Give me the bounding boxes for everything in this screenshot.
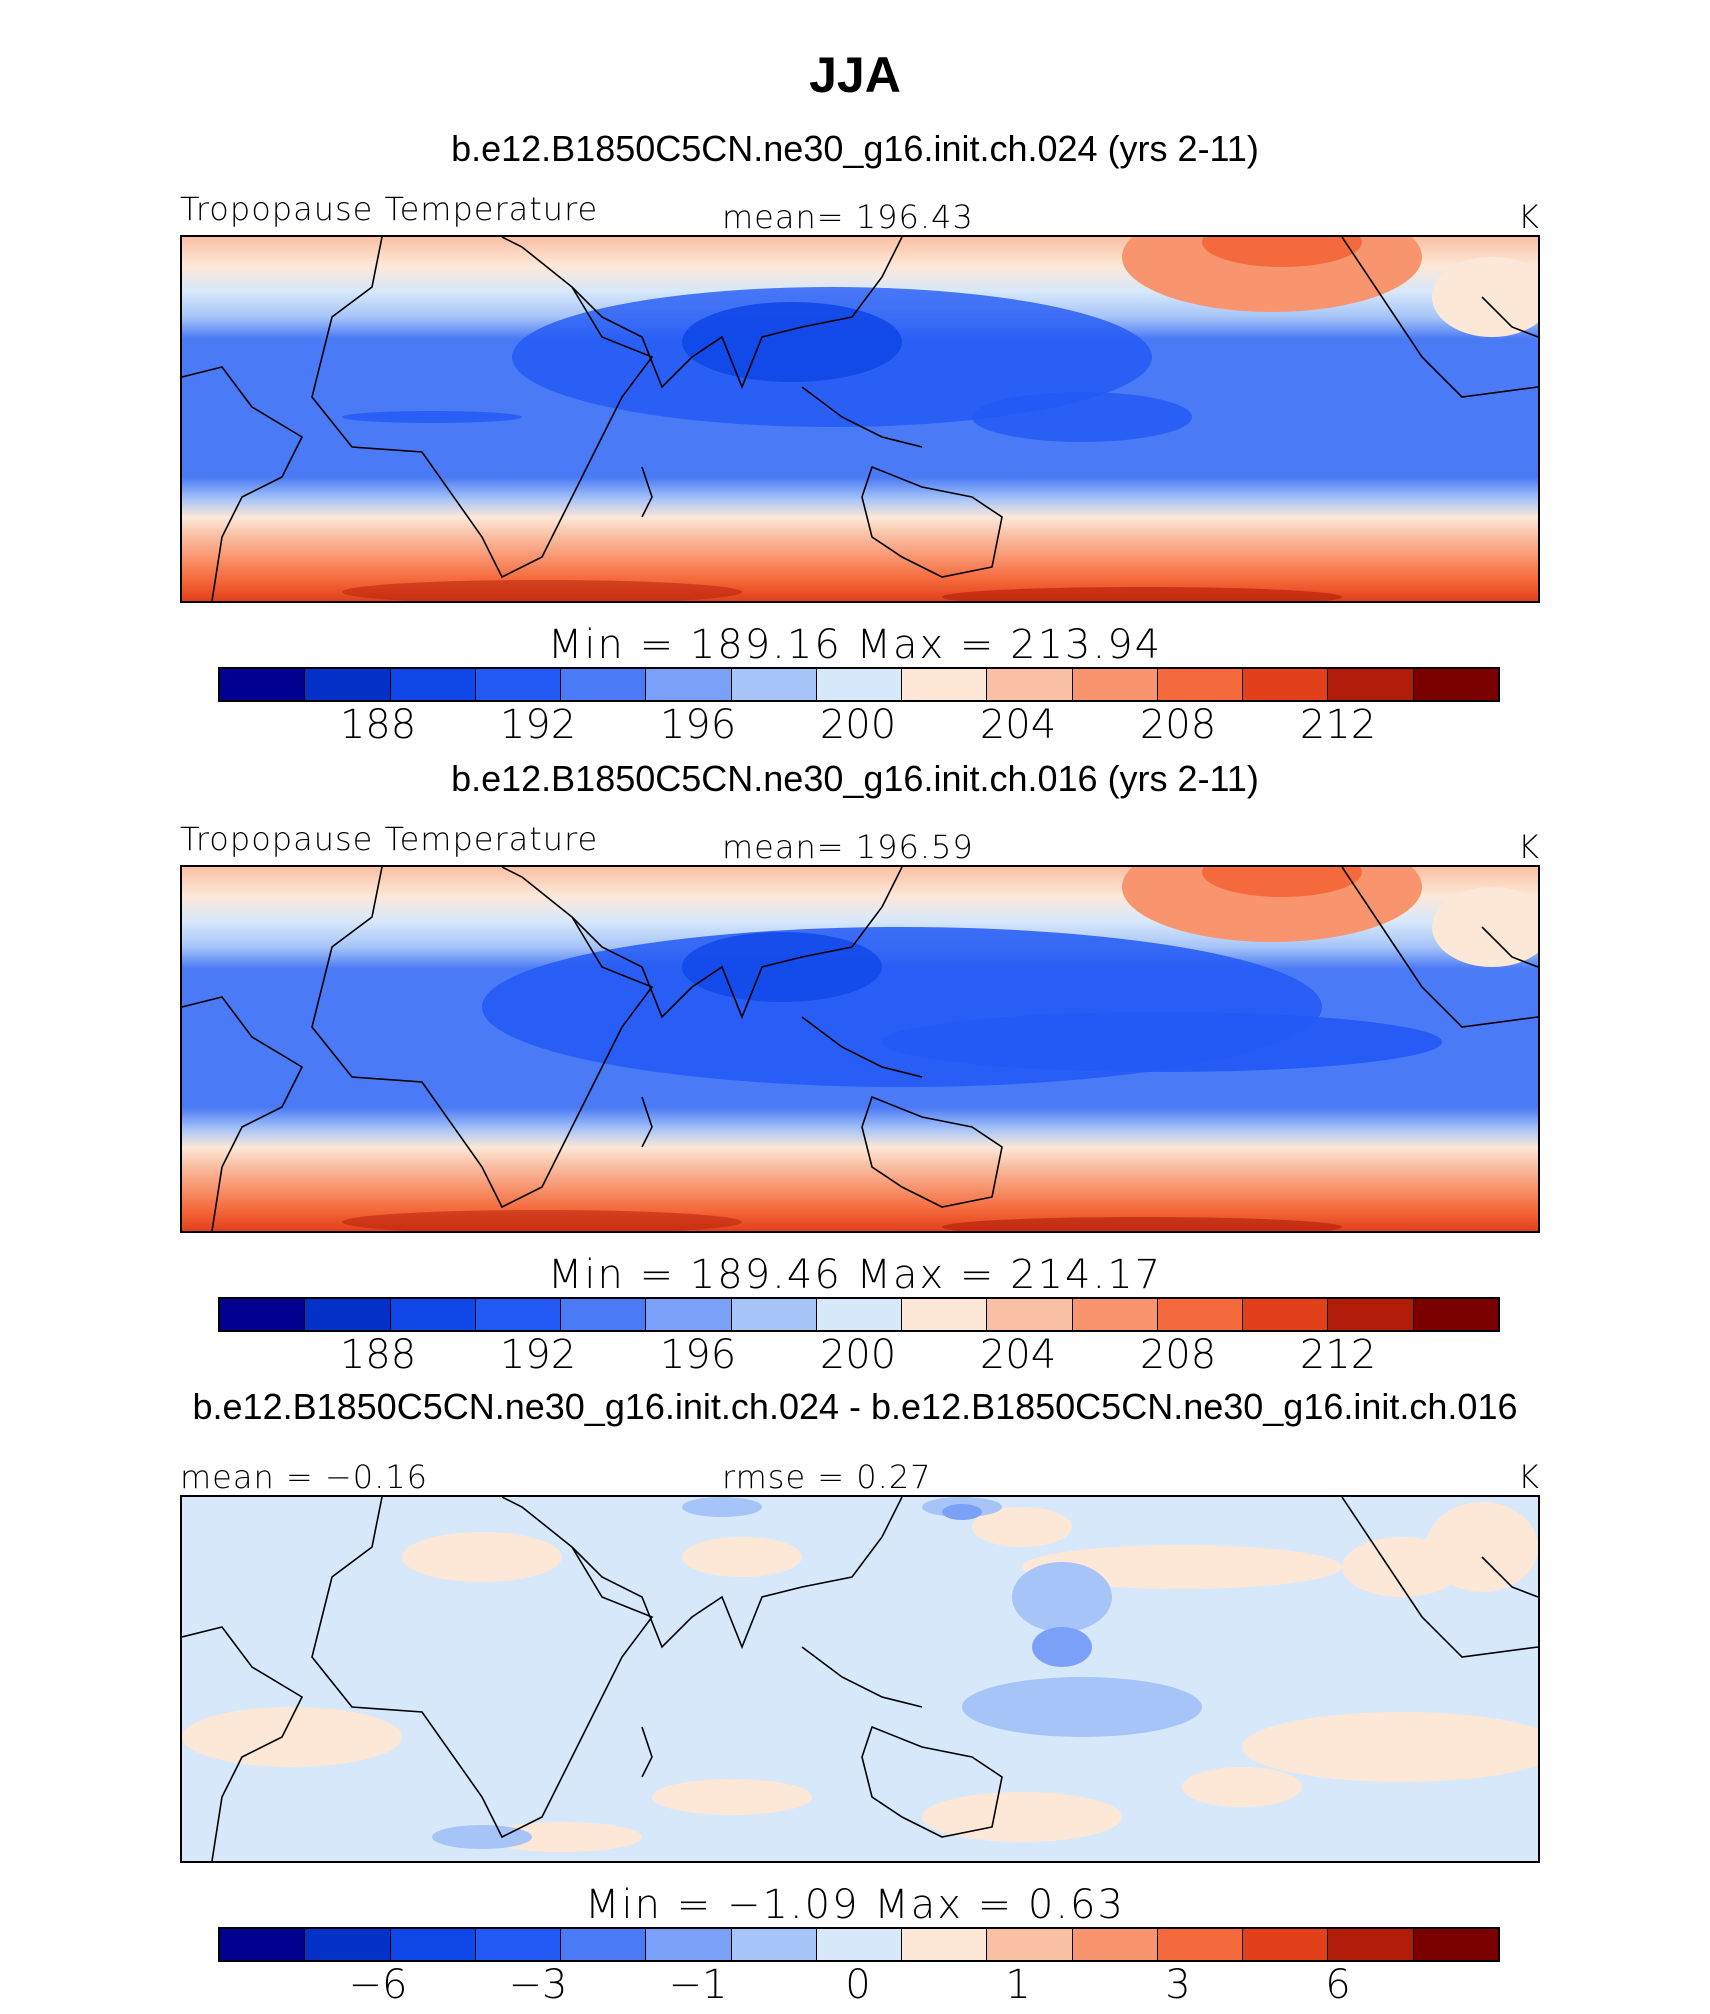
- case1-colorbar-box: [817, 669, 902, 700]
- case1-colorbar-box: [646, 669, 731, 700]
- diff-colorbar-tick: −3: [509, 1962, 568, 2008]
- case1-colorbar-tick: 204: [980, 702, 1056, 748]
- diff-colorbar-box: [1328, 1929, 1413, 1960]
- case1-colorbar-box: [732, 669, 817, 700]
- case1-colorbar-box: [220, 669, 305, 700]
- diff-colorbar-box: [561, 1929, 646, 1960]
- diff-colorbar-tick: 6: [1325, 1962, 1350, 2008]
- diff-colorbar-tick: 3: [1165, 1962, 1190, 2008]
- case2-colorbar-box: [1328, 1299, 1413, 1330]
- diff-colorbar-tick: 1: [1005, 1962, 1030, 2008]
- case2-colorbar-box: [561, 1299, 646, 1330]
- case2-colorbar-tick: 188: [340, 1332, 416, 1378]
- diff-colorbar-box: [1414, 1929, 1498, 1960]
- case2-mean-label: mean= 196.59: [722, 828, 974, 866]
- diff-colorbar-box: [987, 1929, 1072, 1960]
- case2-units-label: K: [1518, 828, 1540, 866]
- case2-colorbar-box: [476, 1299, 561, 1330]
- diff-colorbar-box: [1158, 1929, 1243, 1960]
- case1-colorbar-box: [391, 669, 476, 700]
- case1-colorbar-box: [987, 669, 1072, 700]
- case1-colorbar-tick: 208: [1140, 702, 1216, 748]
- case1-colorbar-box: [1073, 669, 1158, 700]
- case1-colorbar-box: [1243, 669, 1328, 700]
- case2-colorbar-box: [646, 1299, 731, 1330]
- case2-colorbar-tick: 212: [1300, 1332, 1376, 1378]
- case1-variable-label: Tropopause Temperature: [180, 190, 598, 228]
- case2-colorbar-box: [220, 1299, 305, 1330]
- case2-colorbar-box: [902, 1299, 987, 1330]
- case2-colorbar-box: [732, 1299, 817, 1330]
- case1-title: b.e12.B1850C5CN.ne30_g16.init.ch.024 (yr…: [0, 128, 1710, 170]
- diff-colorbar-box: [1073, 1929, 1158, 1960]
- diff-colorbar-box: [646, 1929, 731, 1960]
- diff-map: [180, 1495, 1540, 1863]
- case1-colorbar-box: [476, 669, 561, 700]
- diff-colorbar-box: [902, 1929, 987, 1960]
- case2-colorbar-box: [1158, 1299, 1243, 1330]
- case2-colorbar-tick: 192: [500, 1332, 576, 1378]
- case1-colorbar-box: [1328, 669, 1413, 700]
- case2-colorbar-box: [1073, 1299, 1158, 1330]
- diff-colorbar-tick: 0: [845, 1962, 870, 2008]
- diff-colorbar-box: [305, 1929, 390, 1960]
- case2-minmax-label: Min = 189.46 Max = 214.17: [0, 1252, 1710, 1298]
- case2-colorbar-box: [391, 1299, 476, 1330]
- diff-colorbar-tick: −6: [349, 1962, 408, 2008]
- case2-colorbar-tick: 200: [820, 1332, 896, 1378]
- case2-colorbar-tick: 204: [980, 1332, 1056, 1378]
- case2-colorbar-tick: 208: [1140, 1332, 1216, 1378]
- case2-map: [180, 865, 1540, 1233]
- diff-colorbar-box: [817, 1929, 902, 1960]
- case1-colorbar-box: [561, 669, 646, 700]
- diff-colorbar-tick: −1: [669, 1962, 728, 2008]
- case2-colorbar-box: [987, 1299, 1072, 1330]
- diff-colorbar-box: [732, 1929, 817, 1960]
- case2-colorbar-box: [1414, 1299, 1498, 1330]
- diff-mean-label: mean = −0.16: [180, 1458, 428, 1496]
- case2-colorbar-box: [305, 1299, 390, 1330]
- case1-colorbar-box: [305, 669, 390, 700]
- case1-minmax-label: Min = 189.16 Max = 213.94: [0, 622, 1710, 668]
- case2-title: b.e12.B1850C5CN.ne30_g16.init.ch.016 (yr…: [0, 758, 1710, 800]
- diff-title: b.e12.B1850C5CN.ne30_g16.init.ch.024 - b…: [0, 1386, 1710, 1428]
- case1-colorbar: [218, 667, 1500, 702]
- case2-colorbar-box: [817, 1299, 902, 1330]
- case1-colorbar-tick: 196: [660, 702, 736, 748]
- case1-colorbar-tick: 192: [500, 702, 576, 748]
- diff-colorbar-box: [1243, 1929, 1328, 1960]
- case1-colorbar-tick: 188: [340, 702, 416, 748]
- case1-map: [180, 235, 1540, 603]
- figure-title: JJA: [0, 46, 1710, 104]
- case2-colorbar-tick: 196: [660, 1332, 736, 1378]
- case2-colorbar-box: [1243, 1299, 1328, 1330]
- case1-units-label: K: [1518, 198, 1540, 236]
- case1-colorbar-box: [1414, 669, 1498, 700]
- diff-minmax-label: Min = −1.09 Max = 0.63: [0, 1882, 1710, 1928]
- case1-colorbar-tick: 200: [820, 702, 896, 748]
- diff-colorbar-box: [220, 1929, 305, 1960]
- case1-mean-label: mean= 196.43: [722, 198, 974, 236]
- case2-colorbar: [218, 1297, 1500, 1332]
- diff-units-label: K: [1518, 1458, 1540, 1496]
- diff-rmse-label: rmse = 0.27: [722, 1458, 932, 1496]
- diff-colorbar: [218, 1927, 1500, 1962]
- case1-colorbar-box: [902, 669, 987, 700]
- case1-colorbar-tick: 212: [1300, 702, 1376, 748]
- diff-colorbar-box: [391, 1929, 476, 1960]
- case2-variable-label: Tropopause Temperature: [180, 820, 598, 858]
- diff-colorbar-box: [476, 1929, 561, 1960]
- case1-colorbar-box: [1158, 669, 1243, 700]
